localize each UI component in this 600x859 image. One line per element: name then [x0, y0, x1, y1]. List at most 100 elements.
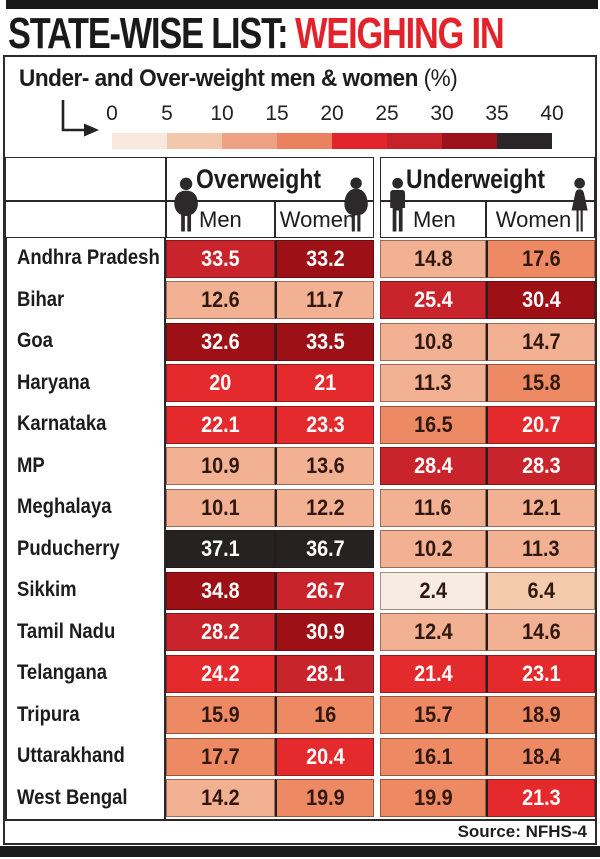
value-cell-underweight-men: 14.8	[380, 239, 486, 278]
value-cell-underweight-women: 14.6	[486, 613, 595, 652]
value-cell-underweight-women: 30.4	[486, 281, 595, 320]
men-label: Men	[199, 206, 242, 232]
scale-tick: 15	[265, 102, 289, 125]
value-cell-underweight-women: 15.8	[486, 364, 595, 403]
value-cell-underweight-men: 2.4	[380, 571, 486, 610]
header-sex-row: Men Women	[5, 177, 595, 238]
underweight-label: Underweight	[405, 163, 545, 194]
scale-swatch	[112, 133, 167, 149]
value-cell-overweight-women: 19.9	[275, 779, 374, 818]
state-name: Tripura	[17, 702, 80, 726]
scale-tick: 35	[485, 102, 509, 125]
overweight-label: Overweight	[196, 163, 322, 194]
scale-tick: 40	[540, 102, 564, 125]
state-name: West Bengal	[17, 785, 128, 809]
value-cell-overweight-men: 22.1	[166, 405, 275, 444]
scale-swatches	[112, 133, 552, 149]
state-name: Telangana	[17, 661, 108, 685]
state-name-cell: Tripura	[5, 694, 166, 737]
state-name: Uttarakhand	[17, 744, 125, 768]
state-name-cell: Puducherry	[5, 528, 166, 571]
value-cell-underweight-men: 11.6	[380, 488, 486, 527]
value-cell-underweight-men: 15.7	[380, 696, 486, 735]
chart-frame: Under- and Over-weight men & women (%) 0 5…	[3, 55, 597, 845]
value-cell-underweight-women: 6.4	[486, 571, 595, 610]
value-cell-overweight-women: 26.7	[275, 571, 374, 610]
overweight-man-icon	[170, 177, 202, 234]
top-black-bar	[6, 0, 598, 9]
value-cell-underweight-men: 28.4	[380, 447, 486, 486]
state-name-cell: Sikkim	[5, 569, 166, 612]
state-name-cell: Karnataka	[5, 403, 166, 446]
state-name-cell: MP	[5, 445, 166, 488]
value-cell-underweight-women: 23.1	[486, 654, 595, 693]
scale-tick: 0	[106, 102, 118, 125]
title-black: STATE-WISE LIST:	[8, 9, 289, 58]
heatmap-table: Overweight Underweight Men	[5, 157, 595, 820]
scale-tick: 20	[320, 102, 344, 125]
state-name: Puducherry	[17, 536, 120, 560]
column-gap	[374, 157, 380, 201]
state-name: Bihar	[17, 287, 65, 311]
value-cell-underweight-men: 16.1	[380, 737, 486, 776]
state-name: Karnataka	[17, 412, 107, 436]
title-red: WEIGHING IN	[295, 9, 504, 58]
table-row: MP 10.9 13.6 28.4 28.3	[5, 445, 595, 488]
scale-tick: 10	[210, 102, 234, 125]
value-cell-overweight-men: 24.2	[166, 654, 275, 693]
value-cell-overweight-women: 11.7	[275, 281, 374, 320]
value-cell-overweight-men: 10.9	[166, 447, 275, 486]
scale-swatch	[387, 133, 442, 149]
state-name: Sikkim	[17, 578, 77, 602]
value-cell-overweight-women: 30.9	[275, 613, 374, 652]
value-cell-overweight-women: 20.4	[275, 737, 374, 776]
underweight-woman-icon	[566, 177, 593, 234]
value-cell-overweight-women: 23.3	[275, 405, 374, 444]
value-cell-underweight-men: 16.5	[380, 405, 486, 444]
state-name-cell: Uttarakhand	[5, 735, 166, 778]
state-name-cell: Goa	[5, 320, 166, 363]
state-name-cell: Andhra Pradesh	[5, 237, 166, 280]
value-cell-overweight-women: 12.2	[275, 488, 374, 527]
table-row: Meghalaya 10.1 12.2 11.6 12.1	[5, 486, 595, 529]
value-cell-overweight-women: 33.2	[275, 239, 374, 278]
state-name-cell: Bihar	[5, 279, 166, 322]
table-row: Tamil Nadu 28.2 30.9 12.4 14.6	[5, 611, 595, 654]
subtitle-main: Under- and Over-weight men & women	[19, 65, 418, 92]
overweight-woman-icon	[340, 177, 372, 234]
table-row: Telangana 24.2 28.1 21.4 23.1	[5, 652, 595, 695]
table-row: Uttarakhand 17.7 20.4 16.1 18.4	[5, 735, 595, 778]
header-underweight: Underweight	[380, 157, 595, 201]
scale-swatch	[277, 133, 332, 149]
scale-arrow-icon	[61, 100, 99, 137]
scale-swatch	[167, 133, 222, 149]
value-cell-overweight-men: 28.2	[166, 613, 275, 652]
state-name-cell: West Bengal	[5, 777, 166, 820]
state-name: Goa	[17, 329, 53, 353]
state-name-cell: Telangana	[5, 652, 166, 695]
value-cell-overweight-women: 28.1	[275, 654, 374, 693]
table-body: Andhra Pradesh 33.5 33.2 14.8 17.6 Bihar…	[5, 237, 595, 820]
scale-swatch	[332, 133, 387, 149]
header-state-cell	[5, 201, 166, 238]
column-gap	[374, 201, 380, 238]
scale-swatch	[442, 133, 497, 149]
table-row: West Bengal 14.2 19.9 19.9 21.3	[5, 777, 595, 820]
chart-subtitle: Under- and Over-weight men & women (%)	[19, 65, 560, 93]
value-cell-underweight-men: 10.8	[380, 322, 486, 361]
value-cell-underweight-women: 17.6	[486, 239, 595, 278]
state-name-cell: Tamil Nadu	[5, 611, 166, 654]
header-group-row: Overweight Underweight	[5, 157, 595, 201]
table-row: Andhra Pradesh 33.5 33.2 14.8 17.6	[5, 237, 595, 280]
value-cell-underweight-men: 10.2	[380, 530, 486, 569]
table-row: Karnataka 22.1 23.3 16.5 20.7	[5, 403, 595, 446]
value-cell-underweight-women: 21.3	[486, 779, 595, 818]
subtitle-percent: (%)	[423, 65, 458, 92]
value-cell-underweight-women: 11.3	[486, 530, 595, 569]
value-cell-underweight-women: 18.9	[486, 696, 595, 735]
scale-tick: 5	[161, 102, 173, 125]
value-cell-overweight-men: 14.2	[166, 779, 275, 818]
table-row: Bihar 12.6 11.7 25.4 30.4	[5, 279, 595, 322]
page-title: STATE-WISE LIST: WEIGHING IN	[8, 9, 505, 59]
